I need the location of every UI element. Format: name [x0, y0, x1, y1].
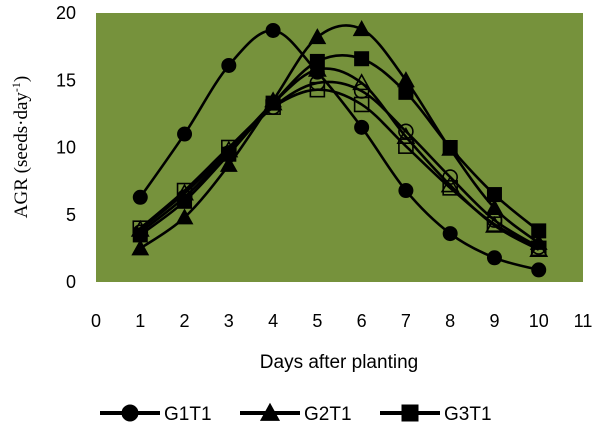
x-tick-label: 6 — [357, 311, 367, 331]
y-tick-label: 5 — [66, 205, 76, 225]
data-point — [352, 20, 371, 37]
series-line — [139, 80, 540, 249]
x-tick-label: 5 — [312, 311, 322, 331]
y-tick-label: 20 — [56, 3, 76, 23]
series-g3t1 — [132, 51, 547, 243]
x-tick-label: 0 — [91, 311, 101, 331]
y-axis-label: AGR (seeds·day-1) — [9, 76, 32, 218]
legend-marker-square — [401, 404, 419, 422]
data-point — [131, 239, 150, 256]
x-tick-label: 2 — [180, 311, 190, 331]
data-point — [354, 119, 370, 135]
data-point — [486, 187, 502, 203]
series-line — [139, 24, 540, 250]
y-tick-label: 15 — [56, 70, 76, 90]
x-tick-label: 10 — [529, 311, 549, 331]
plot-area — [96, 13, 583, 282]
x-tick-label: 11 — [574, 311, 593, 331]
legend-item-g3t1: G3T1 — [380, 404, 492, 425]
y-axis-label-close: ) — [11, 76, 32, 82]
data-point — [221, 57, 237, 73]
data-point — [265, 22, 281, 38]
data-point — [352, 73, 372, 91]
data-point — [442, 226, 458, 242]
legend-label: G3T1 — [444, 404, 492, 425]
data-point — [486, 216, 503, 232]
legend-label: G2T1 — [304, 404, 352, 425]
legend-item-g2t1: G2T1 — [240, 402, 352, 425]
y-axis-label-main: AGR (seeds·day — [11, 92, 32, 219]
data-point — [219, 155, 238, 172]
x-tick-label: 1 — [135, 311, 145, 331]
data-point — [396, 127, 416, 144]
data-point — [442, 140, 458, 155]
legend: G1T1 G2T1 G3T1 — [100, 402, 492, 425]
data-point — [485, 198, 504, 215]
data-point — [265, 95, 281, 111]
x-tick-label: 7 — [401, 311, 411, 331]
legend-marker-circle — [121, 404, 139, 422]
data-point — [353, 96, 370, 113]
series-layer — [130, 20, 549, 278]
data-point — [175, 208, 194, 225]
legend-marker-triangle — [259, 402, 281, 421]
series-line — [139, 88, 540, 250]
data-point — [398, 84, 414, 100]
data-point — [398, 138, 414, 154]
x-tick-label: 3 — [224, 311, 234, 331]
data-point — [354, 51, 370, 67]
x-tick-label: 4 — [268, 311, 278, 331]
y-axis-ticks: 0 5 10 15 20 — [56, 3, 76, 292]
x-axis-ticks: 0 1 2 3 4 5 6 7 8 9 10 11 — [91, 311, 592, 331]
x-axis-label: Days after planting — [260, 352, 418, 373]
data-point — [531, 223, 547, 239]
data-point — [309, 53, 325, 69]
series-line — [139, 29, 540, 272]
data-point — [177, 126, 193, 142]
data-point — [132, 227, 148, 243]
y-axis-label-superscript: -1 — [9, 82, 23, 92]
data-point — [132, 189, 148, 205]
data-point — [308, 28, 327, 45]
data-point — [221, 146, 237, 162]
data-point — [531, 262, 547, 278]
legend-item-g1t1: G1T1 — [100, 404, 212, 425]
x-tick-label: 8 — [445, 311, 455, 331]
data-point — [442, 180, 458, 196]
series-line — [139, 54, 540, 236]
x-tick-label: 9 — [489, 311, 499, 331]
y-tick-label: 0 — [66, 272, 76, 292]
data-point — [309, 81, 326, 98]
data-point — [529, 233, 548, 250]
series-g1t1 — [132, 22, 547, 278]
data-point — [486, 250, 502, 266]
legend-label: G1T1 — [164, 404, 212, 425]
data-point — [177, 193, 193, 209]
y-tick-label: 10 — [56, 138, 76, 158]
data-point — [398, 183, 414, 199]
